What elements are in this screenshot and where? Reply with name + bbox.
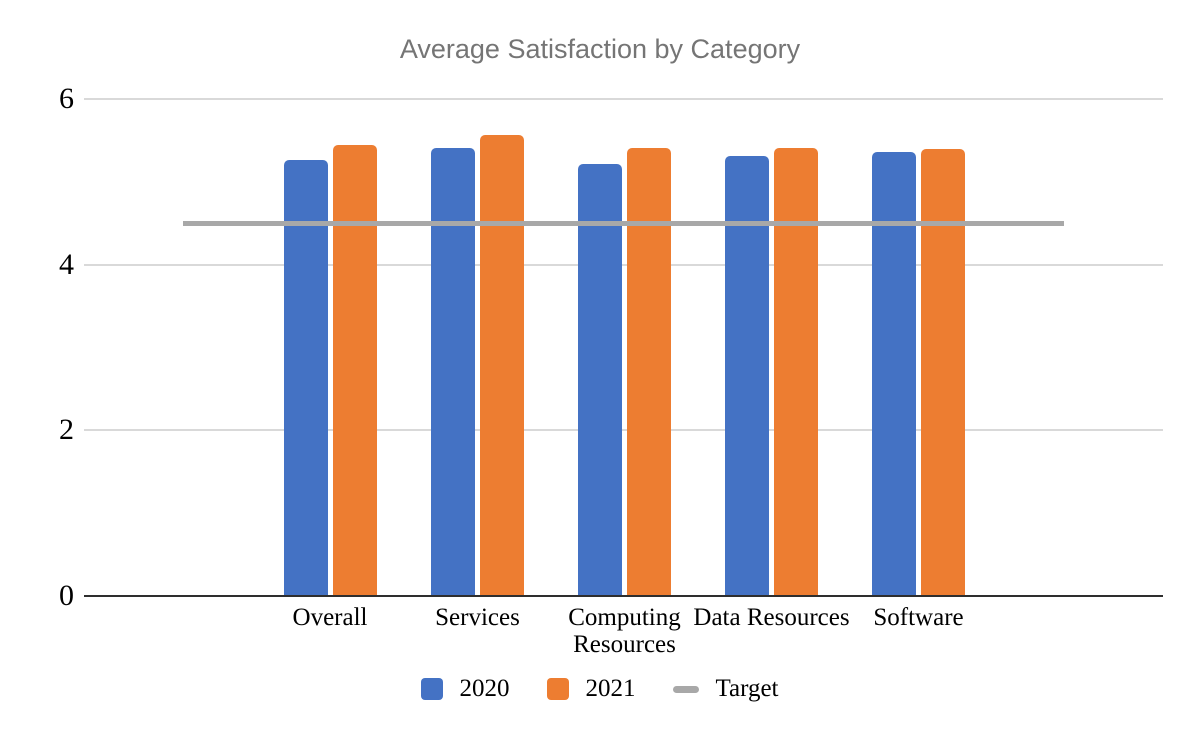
x-axis-label-computing-resources: Computing Resources [568,604,681,658]
x-axis-label-data-resources: Data Resources [693,604,850,631]
legend-label-target: Target [715,675,779,702]
bar-2020-services[interactable] [430,147,475,595]
legend-label-2020: 2020 [459,675,510,702]
x-axis-label-software: Software [873,604,964,631]
bar-2021-overall[interactable] [332,145,377,595]
bar-2021-software[interactable] [920,149,965,595]
legend-item-2020[interactable]: 2020 [421,674,509,704]
legend-swatch-2021 [547,678,570,700]
gridline-6 [84,98,1163,100]
gridline-2 [84,429,1163,432]
target-line[interactable] [183,220,1064,226]
legend: 2020 2021 Target [0,674,1200,704]
bar-group-services [430,135,524,595]
y-axis-tick-2: 2 [59,413,74,447]
legend-target-dash-icon [673,685,700,693]
y-axis-tick-6: 6 [59,82,74,115]
bar-2021-data-resources[interactable] [773,147,818,595]
bar-2020-software[interactable] [871,151,916,595]
legend-item-target[interactable]: Target [673,674,779,704]
bar-group-overall [283,145,377,595]
plot-area [84,98,1163,597]
bar-group-computing-resources [577,147,671,595]
bar-2021-services[interactable] [479,135,524,595]
x-axis-label-services: Services [435,604,520,631]
legend-label-2021: 2021 [585,675,636,702]
chart-title: Average Satisfaction by Category [399,34,801,64]
bar-group-software [871,149,965,595]
legend-swatch-2020 [421,678,444,700]
bar-2020-computing-resources[interactable] [577,164,622,595]
bar-group-data-resources [724,147,818,595]
y-axis-tick-0: 0 [59,579,74,612]
gridline-4 [84,263,1163,266]
x-axis-label-overall: Overall [292,604,368,631]
x-axis-line [84,594,1163,597]
bar-2020-data-resources[interactable] [724,156,769,595]
legend-item-2021[interactable]: 2021 [547,674,635,704]
bar-2021-computing-resources[interactable] [626,147,671,595]
y-axis-tick-4: 4 [59,247,74,281]
bar-2020-overall[interactable] [283,160,328,595]
